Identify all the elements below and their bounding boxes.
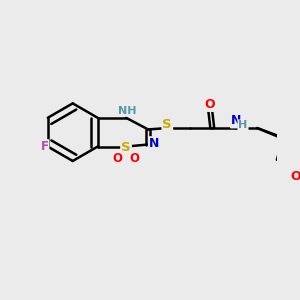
Text: H: H (238, 120, 247, 130)
Text: O: O (113, 152, 123, 165)
Text: O: O (290, 170, 300, 183)
Text: S: S (121, 141, 131, 154)
Text: F: F (40, 140, 49, 153)
Text: NH: NH (118, 106, 136, 116)
Text: N: N (149, 137, 159, 150)
Text: O: O (205, 98, 215, 111)
Text: N: N (231, 114, 241, 128)
Text: O: O (129, 152, 139, 165)
Text: S: S (163, 118, 172, 131)
